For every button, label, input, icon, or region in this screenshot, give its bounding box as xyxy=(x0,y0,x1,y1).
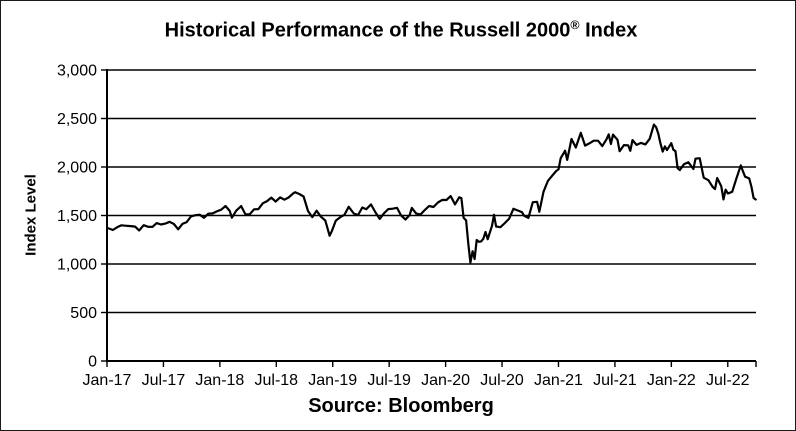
x-tick-label: Jul-19 xyxy=(367,372,411,389)
x-tick-label: Jan-18 xyxy=(195,372,244,389)
x-tick-label: Jul-18 xyxy=(255,372,299,389)
x-tick-label: Jul-22 xyxy=(706,372,750,389)
chart-title-main: Historical Performance of the Russell 20… xyxy=(164,19,571,42)
x-tick-label: Jul-20 xyxy=(480,372,524,389)
x-tick-label: Jan-17 xyxy=(83,372,132,389)
x-tick-label: Jul-21 xyxy=(593,372,637,389)
x-tick-label: Jul-17 xyxy=(142,372,186,389)
x-tick-label: Jan-21 xyxy=(534,372,583,389)
source-label: Source: Bloomberg xyxy=(308,395,494,417)
y-tick-label: 1,000 xyxy=(57,257,97,274)
russell-2000-line xyxy=(107,123,757,264)
x-tick-label: Jan-20 xyxy=(421,372,470,389)
x-tick-label: Jan-22 xyxy=(647,372,696,389)
registered-trademark-symbol: ® xyxy=(570,18,580,32)
chart-title: Historical Performance of the Russell 20… xyxy=(11,18,791,43)
y-tick-label: 0 xyxy=(88,354,97,371)
y-tick-label: 500 xyxy=(70,305,97,322)
x-tick-label: Jan-19 xyxy=(308,372,357,389)
y-tick-label: 3,000 xyxy=(57,63,97,80)
chart-title-tail: Index xyxy=(579,19,638,42)
y-tick-label: 1,500 xyxy=(57,208,97,225)
y-tick-label: 2,000 xyxy=(57,160,97,177)
y-tick-label: 2,500 xyxy=(57,111,97,128)
